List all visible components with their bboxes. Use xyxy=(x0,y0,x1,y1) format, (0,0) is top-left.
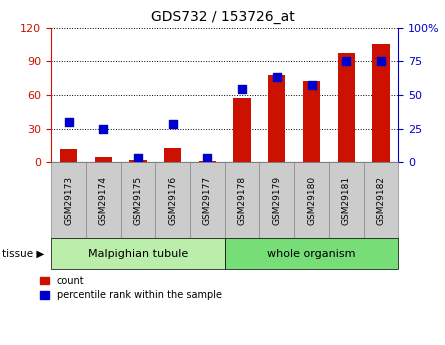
Text: GSM29177: GSM29177 xyxy=(203,176,212,225)
Point xyxy=(273,75,280,80)
Text: GSM29180: GSM29180 xyxy=(307,176,316,225)
Bar xyxy=(268,75,286,162)
Text: GSM29176: GSM29176 xyxy=(168,176,177,225)
Bar xyxy=(338,53,355,162)
Bar xyxy=(60,149,77,162)
Point xyxy=(134,155,142,161)
Text: whole organism: whole organism xyxy=(267,249,356,258)
Point xyxy=(377,58,384,64)
Text: Malpighian tubule: Malpighian tubule xyxy=(88,249,188,258)
Text: GSM29175: GSM29175 xyxy=(134,176,142,225)
Point xyxy=(169,122,176,127)
Point xyxy=(343,58,350,64)
Bar xyxy=(95,157,112,162)
Text: GSM29173: GSM29173 xyxy=(64,176,73,225)
Point xyxy=(204,155,211,161)
Bar xyxy=(129,160,147,162)
Bar xyxy=(372,45,390,162)
Point xyxy=(65,119,72,125)
Text: GSM29174: GSM29174 xyxy=(99,176,108,225)
Point xyxy=(308,83,315,88)
Bar xyxy=(303,81,320,162)
Text: GSM29182: GSM29182 xyxy=(376,176,385,225)
Bar xyxy=(164,148,182,162)
Point xyxy=(239,87,246,92)
Bar xyxy=(198,161,216,162)
Text: tissue ▶: tissue ▶ xyxy=(2,249,44,258)
Text: GDS732 / 153726_at: GDS732 / 153726_at xyxy=(150,10,295,24)
Legend: count, percentile rank within the sample: count, percentile rank within the sample xyxy=(40,276,222,300)
Text: GSM29179: GSM29179 xyxy=(272,176,281,225)
Text: GSM29181: GSM29181 xyxy=(342,176,351,225)
Point xyxy=(100,126,107,131)
Text: GSM29178: GSM29178 xyxy=(238,176,247,225)
Bar xyxy=(234,98,251,162)
